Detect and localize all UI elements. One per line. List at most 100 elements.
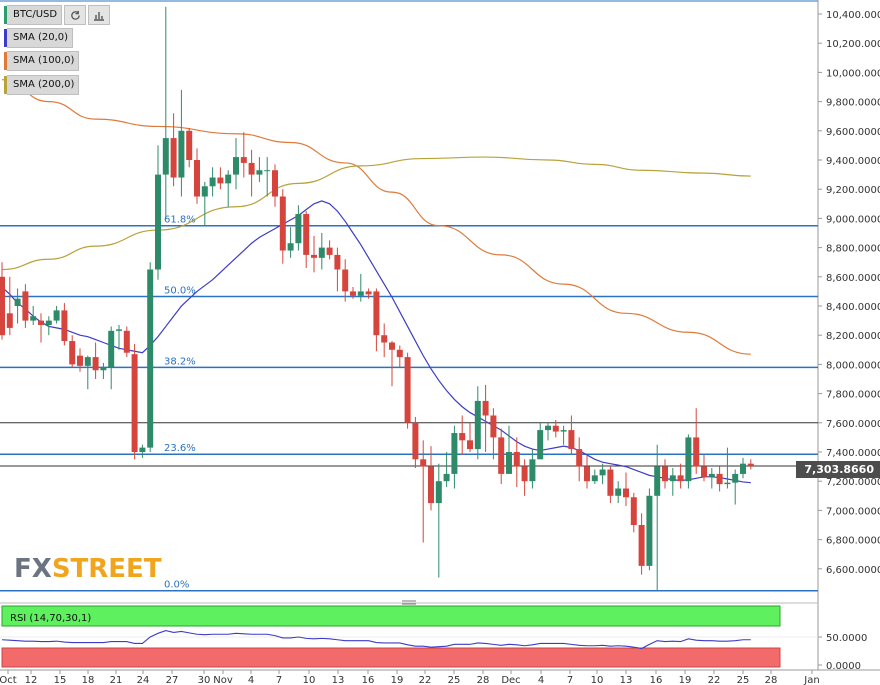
candle-body: [467, 440, 473, 450]
candle-body: [53, 310, 60, 321]
price-axis: 10,400.0000 10,200.0000 10,000.0000 9,800.0…: [818, 10, 880, 576]
candle-body: [552, 425, 559, 432]
time-tick-label: 15: [54, 675, 67, 685]
candle-body: [318, 247, 325, 258]
time-tick-label: 19: [679, 675, 692, 685]
candle-body: [38, 320, 44, 325]
sma-20-swatch: [4, 29, 7, 47]
candle-body: [482, 400, 489, 416]
candle-body: [708, 473, 715, 477]
candle-body: [287, 243, 294, 251]
candle-body: [0, 276, 5, 336]
candle-body: [131, 354, 138, 452]
candle-body: [373, 291, 380, 336]
candle-body: [77, 355, 83, 366]
candle-body: [186, 130, 193, 160]
fib-level-label: 50.0%: [164, 286, 196, 297]
candle-body: [412, 422, 419, 460]
time-tick-label: 7: [276, 675, 282, 685]
symbol-chip[interactable]: BTC/USD: [4, 5, 63, 25]
refresh-icon[interactable]: [64, 5, 87, 25]
candle-body: [350, 291, 356, 296]
candle-body: [560, 430, 567, 432]
time-tick-label: 7: [567, 675, 573, 685]
candle-body: [646, 495, 653, 566]
candle-body: [537, 430, 544, 460]
candle-body: [576, 449, 583, 467]
time-tick-label: 12: [25, 675, 38, 685]
candle-body: [248, 162, 255, 175]
price-tick-label: 9,800.0000: [826, 98, 880, 109]
price-tick-label: 9,400.0000: [826, 156, 880, 167]
candle-body: [677, 475, 684, 482]
candle-body: [435, 481, 442, 504]
candle-body: [443, 473, 450, 482]
candle-body: [217, 177, 224, 184]
rsi-tick-label: 0.0000: [826, 661, 861, 672]
candle-body: [233, 157, 239, 175]
candle-body: [568, 430, 575, 450]
price-tick-label: 10,000.0000: [826, 68, 880, 79]
candle-body: [474, 400, 481, 450]
price-tick-label: 7,200.0000: [826, 477, 880, 488]
time-tick-label: 25: [737, 675, 750, 685]
candle-body: [279, 196, 286, 251]
candle-body: [147, 269, 154, 448]
price-tick-label: 9,200.0000: [826, 185, 880, 196]
time-tick-label: 4: [248, 675, 254, 685]
time-tick-label: 27: [166, 675, 179, 685]
candle-body: [326, 247, 333, 255]
candle-body: [740, 463, 746, 474]
legend-sma-200[interactable]: SMA (200,0): [4, 75, 80, 95]
candle-body: [724, 482, 731, 485]
candle-body: [545, 425, 551, 431]
fib-level-label: 23.6%: [164, 443, 196, 454]
candle-body: [638, 525, 645, 566]
candle-body: [116, 329, 122, 331]
logo-fx: FX: [14, 554, 52, 584]
price-tick-label: 8,800.0000: [826, 244, 880, 255]
time-tick-label: 16: [650, 675, 663, 685]
candle-body: [669, 475, 676, 482]
legend-sma-100[interactable]: SMA (100,0): [4, 51, 80, 71]
candle-body: [381, 335, 388, 343]
time-tick-label: 24: [137, 675, 150, 685]
candle-body: [701, 466, 707, 477]
time-tick-label: 30: [198, 675, 211, 685]
price-tick-label: 10,200.0000: [826, 39, 880, 50]
rsi-tick-label: 50.0000: [826, 633, 867, 644]
candle-body: [155, 174, 161, 270]
candle-body: [693, 437, 700, 467]
time-tick-label: 13: [620, 675, 633, 685]
legend-sma-20[interactable]: SMA (20,0): [4, 28, 74, 48]
price-tick-label: 6,600.0000: [826, 565, 880, 576]
price-tick-label: 7,800.0000: [826, 390, 880, 401]
candle-body: [240, 157, 247, 163]
candle-body: [607, 469, 614, 496]
candle-body: [61, 310, 68, 342]
candle-body: [630, 497, 637, 525]
candle-body: [272, 170, 278, 197]
sma-200-line: [1, 156, 751, 271]
symbol-swatch: [4, 6, 7, 24]
rsi-oversold-band: [1, 647, 781, 668]
candle-body: [420, 459, 427, 467]
candle-body: [139, 447, 146, 452]
sma-200-path: [1, 156, 751, 271]
candle-body: [178, 130, 185, 178]
candle-body: [194, 160, 200, 197]
price-tick-label: 8,600.0000: [826, 273, 880, 284]
legend-label: SMA (20,0): [7, 28, 74, 48]
fib-level-label: 61.8%: [164, 215, 196, 226]
candle-body: [92, 357, 99, 371]
toolbar: BTC/USD: [4, 5, 111, 25]
sma-100-line: [1, 79, 751, 355]
candle-body: [662, 466, 668, 482]
candle-body: [14, 298, 21, 306]
bar-chart-icon[interactable]: [88, 5, 111, 25]
candle-body: [716, 473, 723, 485]
time-tick-label: 10: [591, 675, 604, 685]
